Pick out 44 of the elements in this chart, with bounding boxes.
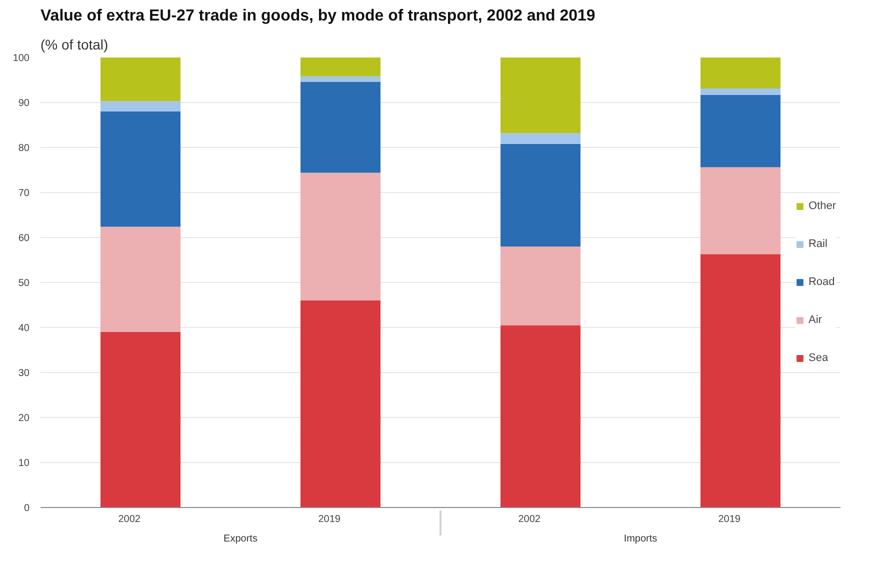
- bar: [500, 144, 580, 246]
- chart-title: Value of extra EU-27 trade in goods, by mode of transport, 2002 and 2019: [40, 8, 596, 24]
- bar: [300, 76, 380, 82]
- bar: [300, 58, 380, 76]
- x-tick-label: 2002: [118, 514, 141, 525]
- bar: [700, 254, 780, 508]
- chart-subtitle: (% of total): [40, 36, 108, 52]
- y-tick-label: 50: [18, 278, 30, 289]
- y-tick-label: 60: [18, 233, 30, 244]
- legend-label: Rail: [808, 238, 828, 250]
- legend-label: Road: [808, 276, 835, 288]
- x-tick-label: 2019: [318, 514, 341, 525]
- bar: [100, 101, 180, 112]
- text: Exports: [224, 534, 258, 544]
- bar: [500, 246, 580, 326]
- x-tick-label: 2019: [718, 514, 741, 525]
- x-tick-label: 2002: [518, 514, 541, 525]
- bar: [100, 112, 180, 227]
- y-tick-label: 100: [12, 53, 30, 64]
- bar: [700, 88, 780, 95]
- legend-label: Sea: [808, 352, 828, 364]
- y-tick-label: 40: [18, 323, 30, 334]
- legend-label: Air: [808, 314, 823, 326]
- bar: [100, 332, 180, 508]
- bar: [700, 94, 780, 168]
- bar: [300, 172, 380, 300]
- bar: [700, 58, 780, 89]
- y-tick-label: 80: [18, 143, 30, 154]
- y-tick-label: 70: [18, 188, 30, 199]
- bar: [100, 58, 180, 102]
- y-tick-label: 30: [18, 368, 30, 379]
- text: Imports: [624, 534, 658, 544]
- bar: [100, 226, 180, 332]
- y-tick-label: 20: [18, 413, 30, 424]
- y-tick-label: 10: [18, 458, 30, 469]
- bar: [500, 325, 580, 508]
- legend-label: Other: [808, 200, 836, 212]
- bar: [300, 300, 380, 508]
- bar: [700, 167, 780, 254]
- y-tick-label: 90: [18, 98, 30, 109]
- bar: [500, 58, 580, 134]
- bar: [300, 82, 380, 173]
- y-tick-label: 0: [24, 503, 30, 514]
- bar: [500, 133, 580, 144]
